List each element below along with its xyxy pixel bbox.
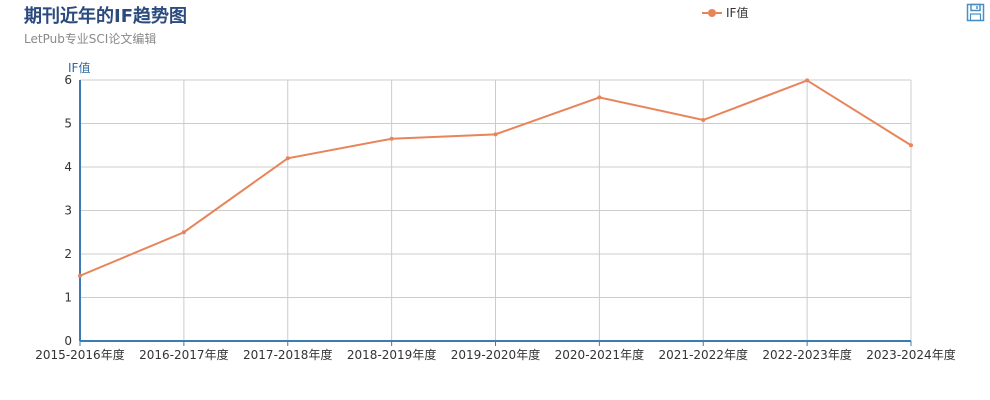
y-tick-label: 3 (64, 204, 72, 218)
x-tick-label: 2017-2018年度 (243, 347, 332, 362)
y-axis-label: IF值 (68, 60, 90, 75)
data-point (78, 273, 82, 278)
y-tick-label: 0 (64, 334, 72, 348)
x-tick-label: 2021-2022年度 (659, 347, 748, 362)
data-point (181, 230, 186, 235)
data-point (285, 156, 290, 161)
data-point (493, 132, 498, 137)
y-tick-labels: 0 1 2 3 4 5 6 (64, 73, 72, 348)
x-tick-label: 2022-2023年度 (762, 347, 851, 362)
series-if (78, 78, 913, 278)
axes (79, 80, 912, 346)
y-tick-label: 5 (64, 117, 72, 131)
data-point (909, 143, 913, 148)
save-icon[interactable] (966, 3, 986, 23)
legend-item-if[interactable]: IF值 (702, 4, 748, 21)
grid-lines (79, 79, 912, 342)
x-tick-label: 2019-2020年度 (451, 347, 540, 362)
y-tick-label: 1 (64, 291, 72, 305)
chart-subtitle: LetPub专业SCI论文编辑 (24, 32, 157, 46)
legend-label: IF值 (726, 6, 749, 20)
legend-line-icon (702, 8, 722, 17)
x-tick-label: 2015-2016年度 (35, 347, 124, 362)
y-tick-label: 2 (64, 247, 72, 261)
x-tick-label: 2023-2024年度 (866, 347, 955, 362)
x-tick-labels: 2015-2016年度 2016-2017年度 2017-2018年度 2018-20… (35, 347, 955, 362)
data-point (701, 118, 706, 123)
x-tick-label: 2016-2017年度 (139, 347, 228, 362)
data-point (389, 136, 394, 141)
chart-title: 期刊近年的IF趋势图 (24, 6, 187, 27)
x-tick-label: 2020-2021年度 (555, 347, 644, 362)
data-point (805, 78, 810, 83)
y-tick-label: 6 (64, 73, 72, 87)
data-point (597, 95, 602, 100)
y-tick-label: 4 (64, 160, 72, 174)
x-tick-label: 2018-2019年度 (347, 347, 436, 362)
